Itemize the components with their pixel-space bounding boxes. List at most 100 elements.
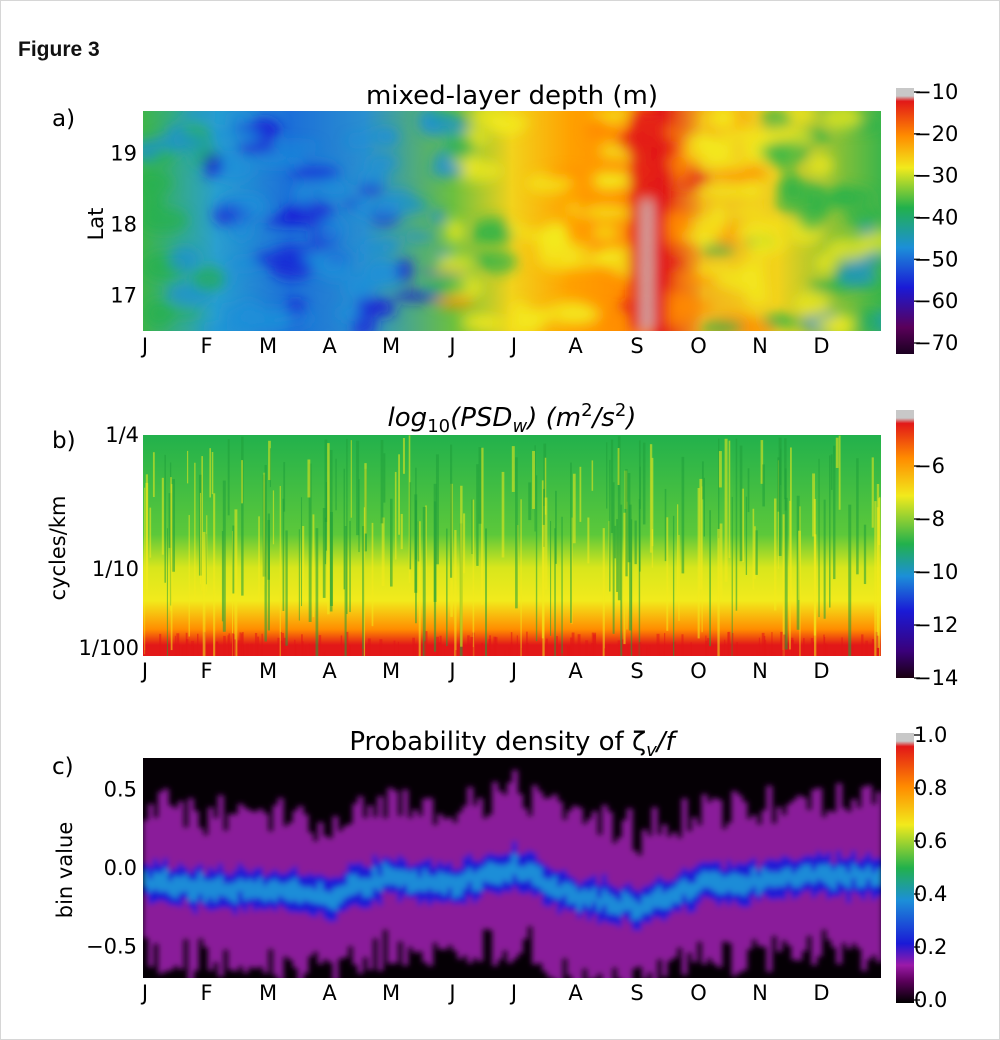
panel-a-cell: [212, 157, 255, 182]
panel-a-cell: [429, 163, 466, 178]
panel-b-streak: [186, 450, 189, 484]
panel-c-core-band: [581, 889, 588, 904]
panel-b-streak: [735, 438, 738, 611]
panel-c-core-band: [821, 864, 828, 882]
panel-b-streak: [856, 458, 859, 575]
panel-c-core-band: [297, 885, 304, 904]
panel-b-streak: [824, 643, 827, 656]
panel-b-xtick-2: M: [259, 659, 277, 683]
panel-b-streak: [284, 649, 287, 656]
panel-b-streak: [755, 530, 758, 575]
panel-b-streak: [777, 457, 780, 512]
panel-a-xtick-5: J: [447, 334, 455, 358]
panel-c-core-band: [147, 879, 154, 892]
panel-b-streak: [681, 634, 684, 656]
panel-b-streak: [664, 633, 666, 656]
panel-c-core-band: [227, 883, 234, 900]
panel-c-core-band: [791, 873, 798, 887]
panel-c-core-band: [212, 879, 219, 902]
panel-a-cell: [599, 142, 625, 161]
panel-b-streak: [571, 517, 573, 624]
panel-c-core-band: [402, 870, 409, 885]
panel-b-streak: [350, 440, 352, 518]
panel-b-streak: [787, 642, 789, 656]
panel-b-streak: [587, 517, 590, 564]
panel-b-streak: [417, 521, 420, 562]
panel-c-core-band: [801, 865, 808, 884]
panel-b-streak: [542, 524, 545, 656]
panel-b-streak: [515, 653, 519, 656]
panel-a-cell: [253, 153, 298, 168]
panel-a-cell: [736, 226, 768, 239]
panel-b-streak: [227, 635, 229, 656]
panel-b-streak: [308, 643, 310, 656]
panel-c-core-band: [841, 866, 848, 885]
panel-c-core-band: [472, 872, 479, 891]
panel-a-cell: [437, 253, 476, 269]
panel-b-streak: [393, 640, 396, 656]
panel-a-cell: [355, 296, 393, 314]
panel-c-ytick-1: 0.0: [104, 856, 137, 880]
panel-b-streak: [612, 482, 615, 634]
panel-c-core-band: [566, 882, 573, 904]
panel-c-core-band: [172, 876, 179, 898]
panel-c-core-band: [856, 868, 863, 888]
panel-c-core-band: [197, 872, 204, 895]
panel-a-cell: [319, 216, 346, 243]
panel-b-streak: [852, 646, 855, 656]
panel-c-core-band: [651, 891, 658, 908]
panel-b-streak: [394, 471, 397, 560]
panel-a-cell: [558, 303, 601, 326]
panel-b-streak: [260, 648, 263, 656]
panel-c-core-band: [641, 895, 648, 914]
panel-b-streak: [283, 462, 286, 512]
panel-c-xtick-1: F: [200, 981, 212, 1005]
panel-b-streak: [199, 492, 202, 585]
panel-c-core-band: [292, 878, 299, 901]
panel-b-streak: [659, 652, 662, 656]
panel-b-streak: [833, 650, 836, 656]
panel-a-ytick-1: 18: [110, 213, 137, 237]
panel-a-cell: [567, 243, 593, 257]
panel-b-streak: [234, 509, 238, 656]
panel-b-streak: [627, 473, 631, 563]
panel-a-cell: [430, 266, 475, 276]
panel-a-cell: [663, 209, 693, 236]
panel-a: a) mixed-layer depth (m) Lat 19 18 17 J F M A…: [52, 80, 958, 358]
panel-c-core-band: [756, 876, 763, 895]
panel-a-cell: [696, 262, 737, 277]
panel-b-streak: [231, 633, 234, 656]
panel-a-cell: [700, 320, 744, 331]
panel-b-streak: [755, 649, 758, 656]
panel-c-core-band: [796, 869, 803, 887]
panel-c-core-band: [487, 862, 494, 883]
panel-a-cell: [461, 313, 493, 331]
panel-b-streak: [301, 634, 303, 656]
panel-c-core-band: [167, 880, 174, 895]
panel-b-streak: [182, 645, 186, 656]
panel-b-streak: [752, 508, 755, 590]
panel-b-streak: [176, 633, 180, 656]
panel-c-core-band: [516, 866, 523, 881]
panel-c-core-band: [262, 885, 269, 902]
panel-b-streak: [705, 635, 707, 656]
panel-c-core-band: [616, 901, 623, 916]
panel-b-streak: [362, 526, 365, 656]
panel-c-core-band: [571, 886, 578, 904]
panel-a-cell: [807, 153, 834, 177]
panel-a-cell: [859, 229, 881, 253]
panel-a-cell: [174, 139, 214, 148]
panel-b-streak: [745, 496, 748, 575]
panel-c-core-band: [601, 889, 608, 906]
panel-b-streak: [656, 633, 660, 656]
panel-c-core-band: [831, 869, 838, 890]
panel-b-streak: [876, 483, 880, 636]
panel-c-core-band: [781, 869, 788, 887]
panel-b-streak: [237, 640, 241, 656]
panel-b-streak: [478, 447, 482, 524]
panel-b-streak: [166, 528, 168, 656]
panel-b-streak: [825, 644, 828, 656]
panel-b-streak: [717, 528, 720, 656]
panel-a-cell: [546, 169, 587, 179]
panel-b-streak: [818, 458, 820, 618]
